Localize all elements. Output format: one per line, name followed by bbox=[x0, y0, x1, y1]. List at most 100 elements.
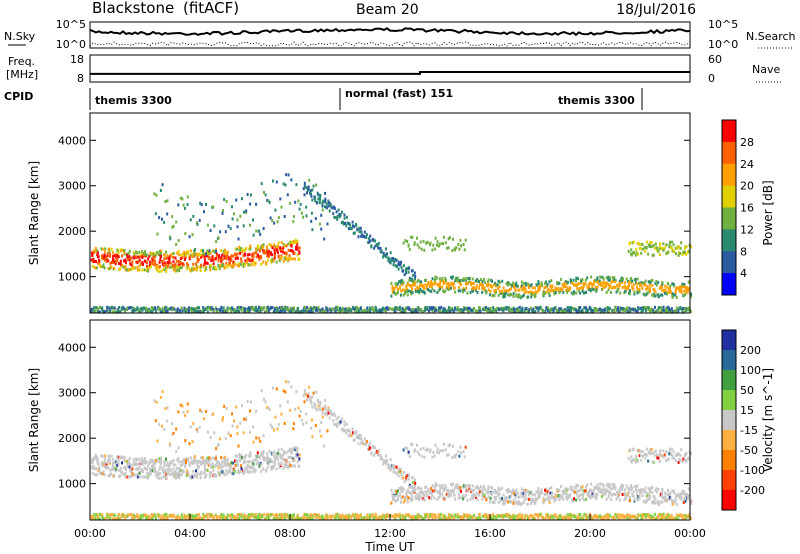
velocity-cell bbox=[122, 472, 125, 476]
power-cell bbox=[351, 220, 354, 224]
velocity-cell bbox=[163, 460, 166, 464]
velocity-cell bbox=[625, 484, 628, 488]
power-cell bbox=[501, 279, 504, 283]
velocity-cell bbox=[235, 517, 238, 521]
velocity-cell bbox=[260, 453, 263, 457]
power-cell bbox=[253, 263, 256, 267]
velocity-cell bbox=[252, 425, 254, 429]
power-cell bbox=[265, 308, 268, 312]
power-cell bbox=[654, 305, 656, 309]
power-cell bbox=[136, 251, 139, 255]
power-cell bbox=[180, 253, 183, 257]
velocity-cell bbox=[627, 456, 630, 460]
velocity-cell bbox=[461, 485, 464, 489]
velocity-cell bbox=[321, 407, 324, 411]
power-cell bbox=[443, 280, 446, 284]
power-cell bbox=[679, 251, 682, 255]
velocity-cell bbox=[156, 439, 159, 443]
velocity-cell bbox=[423, 498, 426, 502]
velocity-cell bbox=[230, 465, 233, 469]
colorbar-frame bbox=[721, 119, 737, 296]
velocity-cell bbox=[167, 468, 170, 472]
velocity-cell bbox=[336, 421, 339, 425]
power-cell bbox=[200, 263, 202, 267]
velocity-cell bbox=[463, 455, 466, 459]
velocity-cell bbox=[575, 486, 577, 489]
velocity-cell bbox=[298, 464, 301, 468]
velocity-cell bbox=[658, 502, 661, 505]
power-cell bbox=[393, 307, 396, 311]
power-cell bbox=[255, 247, 258, 251]
power-cell bbox=[276, 307, 279, 311]
power-cell bbox=[510, 293, 513, 297]
power-cell bbox=[145, 253, 148, 257]
power-cell bbox=[498, 290, 501, 294]
power-cell bbox=[378, 246, 381, 250]
power-cell bbox=[103, 250, 106, 254]
power-cell bbox=[450, 286, 452, 290]
power-cell bbox=[454, 306, 457, 310]
power-cell bbox=[244, 307, 247, 311]
power-cell bbox=[113, 266, 116, 270]
power-cell bbox=[101, 256, 104, 259]
velocity-cell bbox=[206, 456, 209, 460]
power-cell bbox=[447, 286, 450, 290]
velocity-cell bbox=[188, 474, 191, 478]
velocity-cell bbox=[306, 513, 308, 517]
velocity-cell bbox=[92, 456, 95, 460]
power-cell bbox=[91, 260, 94, 263]
power-cell bbox=[637, 252, 639, 256]
power-cell bbox=[156, 263, 159, 267]
power-cell bbox=[562, 283, 565, 287]
velocity-cell bbox=[400, 486, 402, 490]
velocity-cell bbox=[180, 469, 183, 472]
velocity-cell bbox=[398, 487, 401, 491]
velocity-cell bbox=[451, 488, 454, 492]
power-cell bbox=[135, 250, 137, 254]
ytick-label: 2000 bbox=[58, 225, 86, 238]
velocity-cell bbox=[494, 488, 497, 492]
velocity-cell bbox=[639, 454, 642, 458]
power-cell bbox=[613, 278, 616, 282]
power-cell bbox=[377, 242, 380, 245]
velocity-cell bbox=[531, 493, 534, 497]
velocity-cell bbox=[183, 465, 186, 469]
power-cell bbox=[266, 198, 269, 202]
velocity-cell bbox=[302, 517, 305, 521]
velocity-cell bbox=[503, 499, 506, 503]
velocity-cell bbox=[477, 493, 480, 497]
velocity-cell bbox=[255, 436, 258, 440]
power-cell bbox=[271, 246, 274, 250]
power-cell bbox=[435, 308, 438, 312]
velocity-cell bbox=[248, 470, 251, 474]
velocity-cell bbox=[358, 437, 361, 441]
velocity-cell bbox=[315, 408, 318, 412]
velocity-cell bbox=[498, 488, 501, 492]
power-cell bbox=[624, 289, 627, 293]
power-cell bbox=[234, 247, 237, 251]
velocity-cell bbox=[141, 462, 144, 466]
power-cell bbox=[206, 310, 209, 314]
power-cell bbox=[321, 309, 324, 313]
power-cell bbox=[154, 307, 157, 311]
power-cell bbox=[95, 306, 98, 309]
velocity-cell bbox=[646, 498, 649, 502]
velocity-cell bbox=[171, 515, 174, 519]
power-cell bbox=[169, 265, 172, 269]
velocity-cell bbox=[674, 500, 677, 504]
power-cell bbox=[131, 260, 134, 264]
power-cell bbox=[290, 178, 293, 182]
power-cell bbox=[244, 310, 246, 314]
velocity-cell bbox=[294, 448, 297, 452]
power-cell bbox=[302, 310, 305, 314]
power-cell bbox=[578, 307, 581, 311]
power-cell bbox=[659, 310, 662, 314]
power-cell bbox=[641, 287, 644, 290]
power-cell bbox=[661, 308, 664, 312]
velocity-cell bbox=[182, 410, 185, 414]
velocity-cell bbox=[387, 466, 390, 470]
velocity-cell bbox=[119, 466, 122, 470]
velocity-cell bbox=[91, 458, 93, 462]
power-cell bbox=[517, 295, 520, 299]
